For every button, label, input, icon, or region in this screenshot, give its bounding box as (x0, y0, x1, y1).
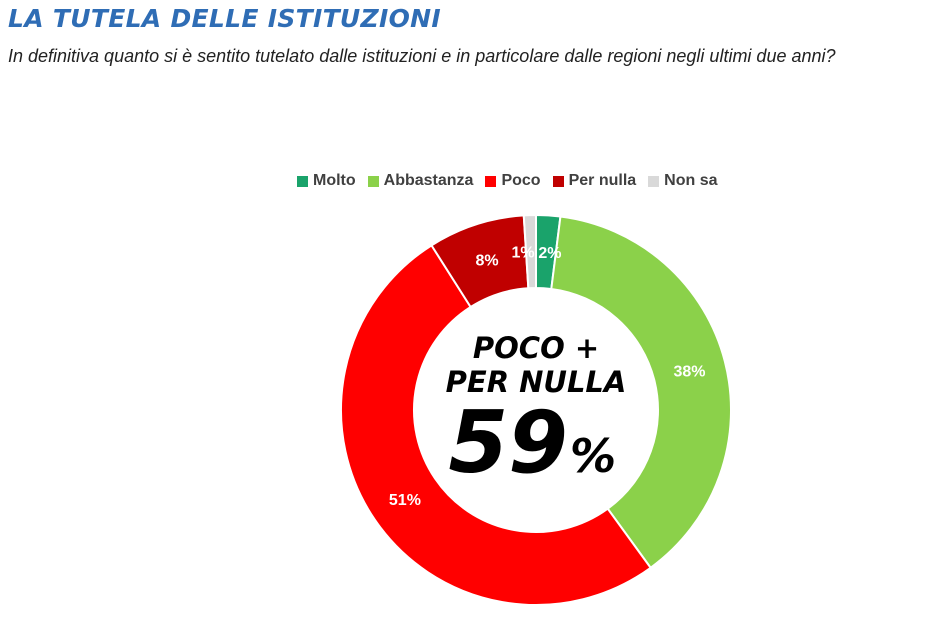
data-label-poco: 51% (389, 492, 421, 509)
donut-slices (339, 213, 732, 606)
center-value-suffix: % (570, 429, 616, 483)
legend-label: Non sa (664, 172, 718, 189)
legend-item-abbastanza: Abbastanza (367, 172, 474, 190)
data-label-per-nulla: 8% (475, 252, 498, 269)
legend-item-non-sa: Non sa (648, 172, 718, 190)
data-label-non-sa: 1% (511, 245, 534, 262)
slice-abbastanza (550, 215, 732, 570)
legend-swatch (648, 175, 660, 187)
legend-swatch (297, 175, 308, 187)
chart-subtitle: In definitiva quanto si è sentito tutela… (8, 46, 836, 66)
legend-swatch (367, 175, 379, 187)
center-label: POCO + PER NULLA 59 % (446, 331, 627, 493)
legend-label: Abbastanza (383, 172, 474, 189)
center-line-2: PER NULLA (446, 365, 627, 399)
center-value: 59 (448, 393, 568, 493)
legend-item-poco: Poco (485, 172, 541, 190)
legend-label: Molto (313, 172, 356, 189)
center-line-1: POCO + (473, 331, 599, 365)
data-label-molto: 2% (538, 245, 561, 262)
legend-swatch (552, 175, 564, 187)
page-title: LA TUTELA DELLE ISTITUZIONI (8, 4, 441, 33)
legend-label: Poco (501, 172, 541, 189)
legend-item-molto: Molto (297, 172, 356, 190)
legend-label: Per nulla (568, 172, 637, 189)
legend-item-per-nulla: Per nulla (552, 172, 637, 190)
legend-swatch (485, 175, 497, 187)
chart-legend: Molto Abbastanza Poco Per nulla Non sa (297, 172, 730, 190)
slice-non-sa (522, 213, 537, 290)
data-label-abbastanza: 38% (674, 364, 706, 381)
donut-labels: 2% 38% 51% 8% 1% (389, 245, 706, 510)
slice-poco (339, 243, 653, 606)
